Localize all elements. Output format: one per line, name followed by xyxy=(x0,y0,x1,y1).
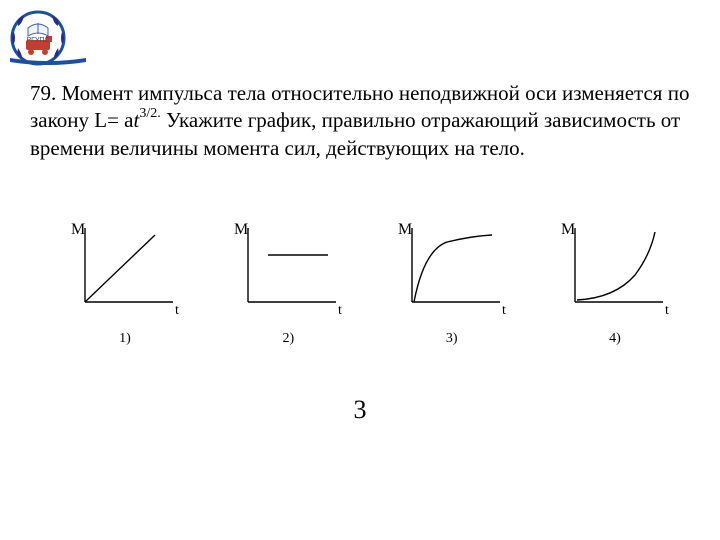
answer-text: 3 xyxy=(0,395,720,425)
chart-3-svg: M t xyxy=(392,220,512,325)
chart-1-label: 1) xyxy=(119,331,131,347)
svg-text:M: M xyxy=(234,221,248,238)
svg-text:M: M xyxy=(398,221,412,238)
chart-1: M t 1) xyxy=(50,220,200,347)
chart-3-label: 3) xyxy=(446,331,458,347)
chart-2-svg: M t xyxy=(228,220,348,325)
chart-3: M t 3) xyxy=(377,220,527,347)
chart-4: M t 4) xyxy=(540,220,690,347)
chart-2-label: 2) xyxy=(282,331,294,347)
svg-text:РГУПС: РГУПС xyxy=(27,37,50,44)
svg-text:M: M xyxy=(71,221,85,238)
svg-text:t: t xyxy=(338,303,342,318)
svg-text:t: t xyxy=(665,303,669,318)
chart-1-svg: M t xyxy=(65,220,185,325)
question-text: 79. Момент импульса тела относительно не… xyxy=(30,80,690,162)
question-exponent: 3/2. xyxy=(139,106,160,121)
svg-text:t: t xyxy=(502,303,506,318)
svg-text:M: M xyxy=(561,221,575,238)
chart-2: M t 2) xyxy=(213,220,363,347)
institution-logo: РГУПС xyxy=(8,8,88,73)
chart-4-label: 4) xyxy=(609,331,621,347)
chart-4-svg: M t xyxy=(555,220,675,325)
svg-text:t: t xyxy=(175,303,179,318)
charts-row: M t 1) M t 2) M t 3) M xyxy=(50,220,690,347)
